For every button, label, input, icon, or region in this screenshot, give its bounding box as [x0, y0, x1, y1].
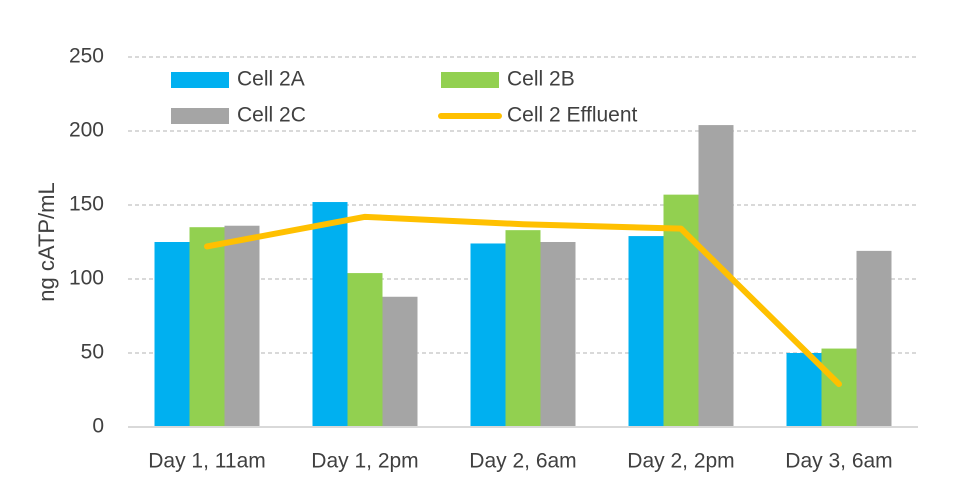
bar-cell-2c [382, 296, 418, 427]
x-tick-label: Day 1, 11am [148, 450, 266, 473]
legend-item: Cell 2B [441, 68, 575, 91]
legend-item: Cell 2A [171, 68, 305, 91]
bar-cell-2a [154, 242, 190, 427]
y-tick-label: 200 [69, 119, 104, 142]
bar-cell-2a [470, 243, 506, 427]
legend-swatch [171, 108, 229, 124]
legend-item: Cell 2 Effluent [438, 104, 638, 127]
legend-item: Cell 2C [171, 104, 306, 127]
x-tick-label: Day 1, 2pm [311, 450, 418, 473]
y-tick-label: 150 [69, 193, 104, 216]
bar-cell-2b [347, 273, 383, 427]
legend-swatch [441, 72, 499, 88]
bar-cell-2b [821, 348, 857, 427]
y-tick-label: 50 [81, 341, 104, 364]
x-tick-label: Day 2, 2pm [627, 450, 734, 473]
y-tick-label: 100 [69, 267, 104, 290]
legend-label: Cell 2B [507, 68, 575, 91]
x-tick-label: Day 2, 6am [469, 450, 576, 473]
bar-cell-2c [856, 250, 892, 427]
effluent-line-layer [204, 213, 842, 388]
bar-cell-2b [505, 230, 541, 427]
legend: Cell 2A Cell 2B Cell 2C Cell 2 Effluent [171, 68, 638, 127]
bar-cell-2b [189, 227, 225, 427]
legend-label: Cell 2A [237, 68, 305, 91]
bar-cell-2a [628, 236, 664, 427]
y-tick-label: 250 [69, 45, 104, 68]
bar-cell-2a [312, 202, 348, 427]
legend-label: Cell 2 Effluent [507, 104, 638, 127]
x-tick-label: Day 3, 6am [785, 450, 892, 473]
bars [154, 125, 892, 427]
bar-cell-2b [663, 194, 699, 427]
bar-cell-2c [540, 242, 576, 427]
line-cell-2-effluent [204, 213, 842, 388]
y-tick-label: 0 [92, 415, 104, 438]
legend-swatch [171, 72, 229, 88]
axes: 0 50 100 150 200 250 Day 1, 11am Day 1, 2pm Day … [69, 45, 918, 473]
legend-label: Cell 2C [237, 104, 306, 127]
bar-cell-2c [224, 225, 260, 427]
y-axis-title: ng cATP/mL [34, 182, 59, 301]
